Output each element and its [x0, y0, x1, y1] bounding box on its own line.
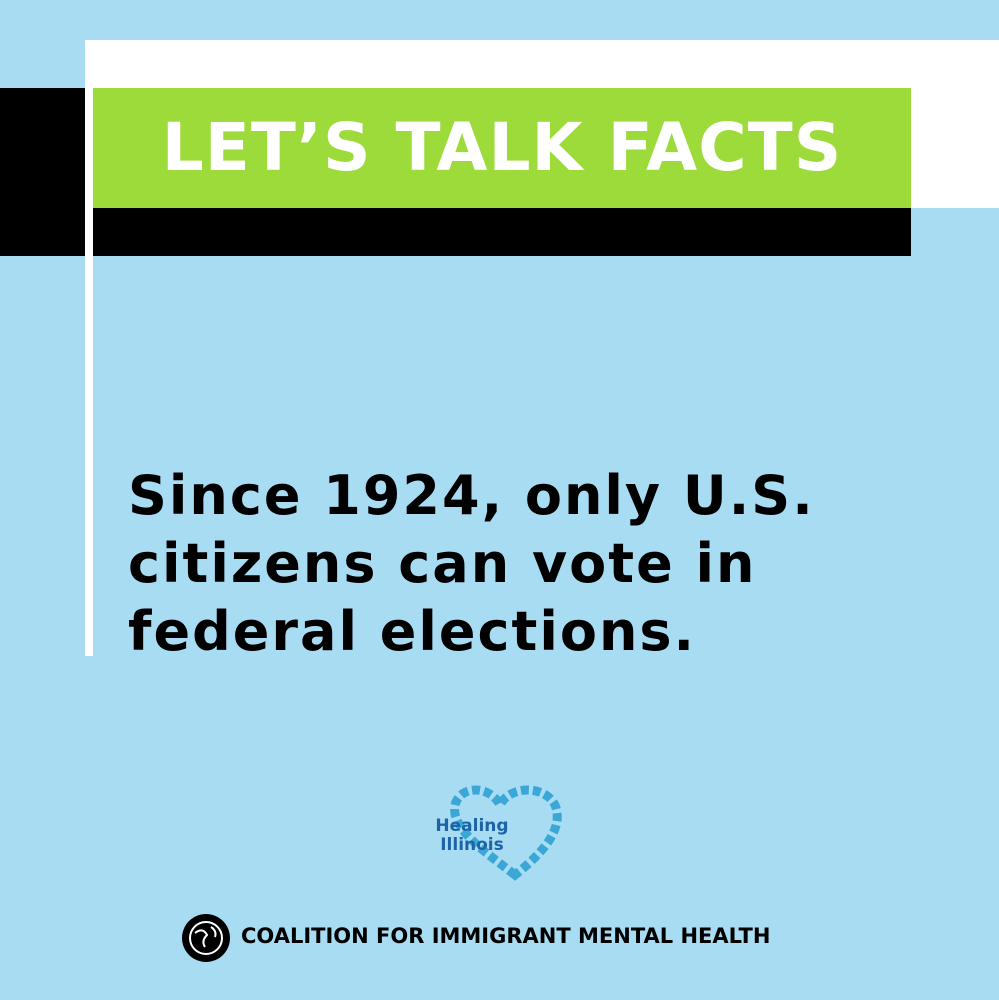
- white-frame-left: [85, 40, 93, 656]
- title-banner: [93, 88, 911, 208]
- footer-text: COALITION FOR IMMIGRANT MENTAL HEALTH: [241, 924, 771, 948]
- fact-text: Since 1924, only U.S. citizens can vote …: [128, 462, 815, 666]
- fact-line: federal elections.: [128, 600, 697, 663]
- fact-line: citizens can vote in: [128, 532, 757, 595]
- logo-text: Healing Illinois: [432, 817, 512, 855]
- logo-line: Healing: [435, 816, 509, 836]
- logo-heart: [450, 785, 562, 881]
- globe-icon: [182, 914, 230, 962]
- logo-line: Illinois: [440, 835, 504, 855]
- black-block-left: [0, 88, 85, 256]
- title: LET’S TALK FACTS: [161, 109, 843, 186]
- black-bar: [93, 208, 911, 256]
- fact-line: Since 1924, only U.S.: [128, 464, 815, 527]
